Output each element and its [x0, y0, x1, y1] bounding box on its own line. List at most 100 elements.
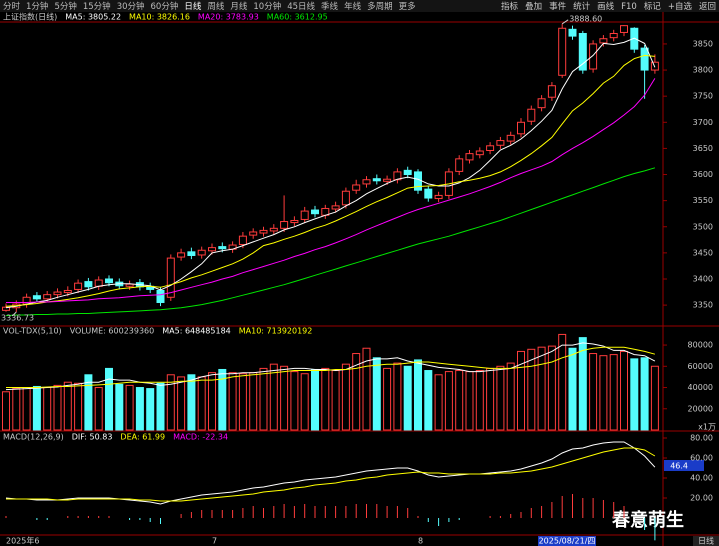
candle-body: [609, 32, 618, 39]
volume-bar: [238, 373, 247, 431]
candle-body: [589, 43, 598, 70]
indicator-line: [5, 167, 656, 317]
candle-body: [547, 85, 556, 98]
volume-bar: [94, 387, 103, 431]
y-tick-label: 20000: [688, 404, 713, 413]
tool-button[interactable]: 统计: [573, 1, 591, 12]
volume-bar: [578, 337, 587, 431]
period-tab[interactable]: 日线: [184, 1, 202, 12]
candle-body: [300, 210, 309, 220]
candle-body: [506, 134, 515, 142]
period-tab[interactable]: 周线: [207, 1, 225, 12]
y-tick-label: 3500: [693, 222, 713, 231]
period-tab[interactable]: 分时: [3, 1, 21, 12]
candle-body: [434, 194, 443, 200]
period-tab[interactable]: 月线: [230, 1, 248, 12]
volume-bar: [383, 367, 392, 431]
y-tick-label: 3650: [693, 144, 713, 153]
volume-bar: [2, 391, 10, 431]
tool-button[interactable]: 标记: [644, 1, 662, 12]
tool-button[interactable]: F10: [621, 2, 637, 12]
period-box[interactable]: [693, 536, 719, 546]
period-tab[interactable]: 1分钟: [26, 1, 48, 12]
volume-bar: [43, 387, 52, 431]
candle-body: [465, 153, 474, 161]
candle-body: [218, 246, 227, 250]
y-tick-label: 3800: [693, 66, 713, 75]
candle-body: [475, 150, 484, 156]
period-tab[interactable]: 60分钟: [151, 1, 179, 12]
volume-bar: [620, 350, 628, 431]
period-tab[interactable]: 45日线: [287, 1, 315, 12]
tool-button[interactable]: +自选: [668, 1, 693, 12]
candle-body: [290, 219, 299, 224]
volume-bar: [166, 374, 175, 431]
candle-body: [311, 209, 319, 215]
legend-item: MA5: 3805.22: [65, 13, 121, 22]
candle-body: [393, 171, 402, 181]
y-tick-label: 3550: [693, 196, 713, 205]
candle-body: [414, 171, 422, 191]
watermark: 春意萌生: [612, 509, 684, 531]
y-tick-label: 80000: [688, 341, 713, 350]
tool-button[interactable]: 返回: [699, 1, 716, 12]
period-tab[interactable]: 15分钟: [83, 1, 111, 12]
volume-bar: [352, 353, 361, 431]
min-pointer: [11, 311, 17, 317]
volume-unit: x1万: [698, 423, 716, 432]
indicator-line: [5, 441, 656, 505]
volume-bar: [486, 367, 495, 431]
candle-body: [341, 190, 350, 206]
candle-body: [424, 188, 433, 199]
candle-body: [105, 278, 113, 284]
volume-bar: [331, 370, 340, 431]
volume-bar: [300, 373, 309, 431]
candle-body: [537, 98, 546, 109]
volume-bar: [12, 388, 21, 431]
period-tab[interactable]: 多周期: [367, 1, 393, 12]
cursor-value: 46.4: [670, 462, 688, 471]
legend-item: MA5: 648485184: [162, 327, 231, 336]
legend-title: MACD(12,26,9): [3, 433, 64, 442]
candle-body: [352, 184, 361, 191]
volume-bar: [259, 367, 268, 431]
candle-body: [269, 227, 278, 232]
tool-button[interactable]: 画线: [597, 1, 615, 12]
volume-bar: [650, 365, 659, 431]
candle-body: [94, 279, 103, 287]
candle-body: [280, 221, 289, 229]
y-tick-label: 20.00: [690, 494, 713, 503]
candle-body: [517, 121, 525, 135]
volume-bar: [22, 387, 31, 431]
candle-body: [238, 235, 247, 246]
y-tick-label: 40.00: [690, 474, 713, 483]
tool-button[interactable]: 叠加: [525, 1, 542, 12]
period-tab[interactable]: 10分钟: [253, 1, 281, 12]
max-label: 3888.60: [569, 14, 602, 23]
period-tab[interactable]: 30分钟: [117, 1, 145, 12]
tool-button[interactable]: 事件: [549, 1, 567, 12]
volume-bar: [640, 357, 649, 431]
period-tab[interactable]: 年线: [344, 1, 362, 12]
candle-body: [455, 158, 464, 172]
period-label: 日线: [698, 536, 714, 546]
volume-bar: [63, 381, 72, 431]
cursor-value-bg: [664, 460, 704, 471]
candle-body: [32, 295, 41, 300]
candle-body: [362, 179, 371, 185]
period-tab[interactable]: 更多: [399, 1, 417, 12]
volume-bar: [187, 374, 196, 431]
legend-item: DEA: 61.99: [120, 433, 165, 442]
candle-body: [383, 178, 392, 182]
volume-bar: [341, 363, 350, 431]
candle-body: [249, 231, 258, 236]
candle-body: [177, 252, 186, 258]
candle-body: [372, 178, 381, 182]
period-tab[interactable]: 季线: [321, 1, 339, 12]
indicator-line: [6, 346, 656, 388]
period-tab[interactable]: 5分钟: [54, 1, 76, 12]
volume-bar: [249, 372, 258, 431]
tool-button[interactable]: 指标: [501, 1, 519, 12]
y-tick-label: 3400: [693, 274, 713, 283]
